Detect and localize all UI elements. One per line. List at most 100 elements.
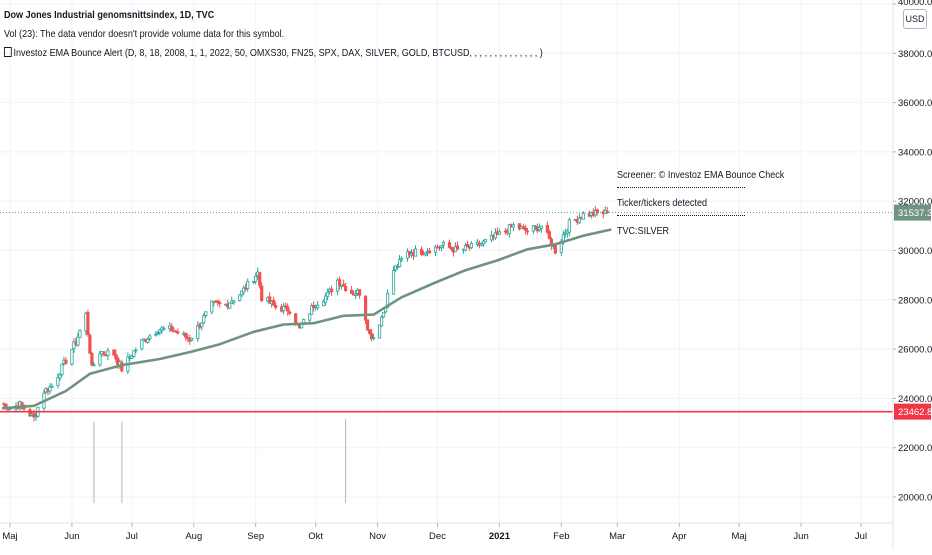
candle-body	[349, 289, 354, 294]
candle-body	[98, 353, 102, 366]
candle-body	[525, 230, 529, 233]
candle-body	[310, 305, 314, 315]
candle-body	[369, 333, 374, 340]
candle-body	[367, 329, 372, 334]
candle-body	[300, 324, 304, 329]
screener-divider	[617, 215, 745, 216]
candle-body	[447, 242, 452, 248]
screener-subtitle: Ticker/tickers detected	[617, 197, 708, 209]
candle-body	[134, 349, 138, 352]
candle-body	[363, 295, 368, 321]
candle-body	[260, 285, 264, 301]
candle-body	[399, 258, 404, 261]
candle-body	[170, 326, 174, 332]
candle-body	[553, 245, 557, 254]
screener-result: TVC:SILVER	[617, 225, 670, 237]
candle-body	[371, 337, 376, 340]
candle-body	[78, 330, 82, 338]
candle-body	[284, 305, 288, 308]
candle-body	[340, 284, 344, 287]
candle-body	[106, 350, 110, 356]
candle-body	[86, 312, 90, 335]
candle-body	[218, 302, 222, 305]
time-tick-label: Nov	[369, 531, 386, 542]
candle-body	[531, 225, 535, 232]
indicator-settings-icon[interactable]	[4, 47, 12, 57]
candle-body	[154, 333, 158, 336]
candle-body	[190, 337, 194, 341]
candle-body	[353, 293, 358, 296]
candle-body	[545, 224, 549, 233]
candle-body	[282, 305, 286, 311]
candle-body	[497, 231, 502, 235]
price-tick-label: 34000.00	[898, 147, 932, 158]
ema-line-group	[1, 228, 612, 410]
candle-body	[156, 332, 160, 335]
candle-body	[419, 248, 424, 255]
candle-body	[493, 232, 498, 239]
candle-body	[441, 241, 446, 246]
candle-body	[252, 281, 256, 283]
candle-body	[344, 286, 348, 291]
indicator-legend[interactable]: Investoz EMA Bounce Alert (D, 8, 18, 200…	[4, 44, 543, 63]
candle-body	[88, 334, 92, 354]
price-tick-label: 40000.00	[898, 0, 932, 8]
volume-legend[interactable]: Vol (23): The data vendor doesn't provid…	[4, 28, 285, 40]
candle-body	[427, 250, 432, 254]
candle-body	[200, 322, 204, 328]
candle-body	[312, 305, 316, 308]
candle-body	[258, 272, 262, 286]
candle-body	[463, 244, 468, 251]
candle-body	[381, 312, 386, 318]
time-tick-label: 2021	[489, 531, 511, 542]
candle-body	[112, 349, 116, 356]
candle-body	[50, 385, 54, 388]
time-tick-label: Mar	[609, 531, 625, 542]
volume-bars	[93, 419, 347, 503]
candle-body	[130, 355, 134, 359]
level-price-label: 23462.80	[898, 407, 932, 418]
candle-body	[132, 350, 136, 357]
candle-body	[413, 248, 418, 257]
candle-body	[316, 304, 320, 309]
candle-body	[274, 305, 278, 308]
candle-body	[439, 245, 444, 248]
candle-body	[254, 275, 258, 282]
candle-body	[76, 336, 80, 346]
time-tick-label: Sep	[247, 531, 264, 542]
currency-button[interactable]: USD	[903, 9, 927, 29]
time-tick-label: Jun	[793, 531, 808, 542]
candle-body	[32, 413, 36, 418]
price-tick-label: 38000.00	[898, 49, 932, 60]
candle-body	[561, 234, 565, 242]
candle-body	[162, 327, 166, 330]
candle-body	[228, 302, 232, 309]
price-tick-label: 20000.00	[898, 493, 932, 504]
candle-body	[246, 281, 250, 289]
candle-body	[56, 377, 60, 387]
price-tick-label: 22000.00	[898, 443, 932, 454]
chart-legend: Dow Jones Industrial genomsnittsindex, 1…	[4, 6, 630, 63]
time-tick-label: Maj	[2, 531, 17, 542]
candle-body	[176, 331, 180, 334]
candle-body	[28, 409, 32, 417]
candle-body	[338, 279, 342, 286]
screener-divider	[617, 187, 745, 188]
symbol-title[interactable]: Dow Jones Industrial genomsnittsindex, 1…	[4, 9, 215, 21]
price-tick-label: 28000.00	[898, 295, 932, 306]
grid-lines	[0, 0, 893, 523]
candle-body	[511, 224, 516, 228]
candle-body	[202, 315, 206, 324]
candle-body	[521, 226, 525, 229]
candle-body	[70, 349, 74, 365]
candle-body	[465, 243, 470, 248]
level-price-badge	[894, 403, 931, 420]
screener-title: Screener: © Investoz EMA Bounce Check	[617, 169, 785, 181]
candle-body	[479, 243, 484, 246]
price-lines	[0, 212, 893, 413]
candle-body	[407, 251, 412, 255]
candle-body	[186, 337, 190, 340]
indicator-legend-text: Investoz EMA Bounce Alert (D, 8, 18, 200…	[13, 47, 543, 59]
